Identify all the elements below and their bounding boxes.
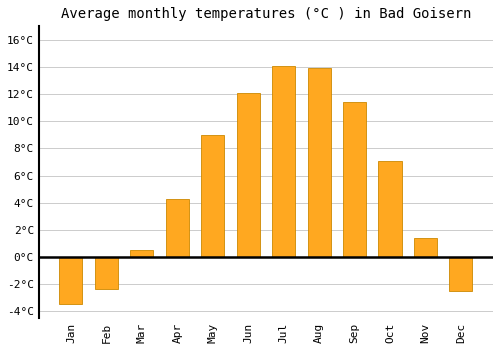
Bar (95, 257, 118, 289)
Bar (378, 161, 402, 257)
Title: Average monthly temperatures (°C ) in Bad Goisern: Average monthly temperatures (°C ) in Ba… (60, 7, 471, 21)
Bar (414, 238, 437, 257)
Bar (450, 257, 472, 291)
Bar (201, 135, 224, 257)
Bar (308, 68, 330, 257)
Bar (130, 250, 154, 257)
Bar (60, 257, 82, 304)
Bar (343, 102, 366, 257)
Bar (166, 198, 189, 257)
Bar (272, 65, 295, 257)
Bar (236, 93, 260, 257)
